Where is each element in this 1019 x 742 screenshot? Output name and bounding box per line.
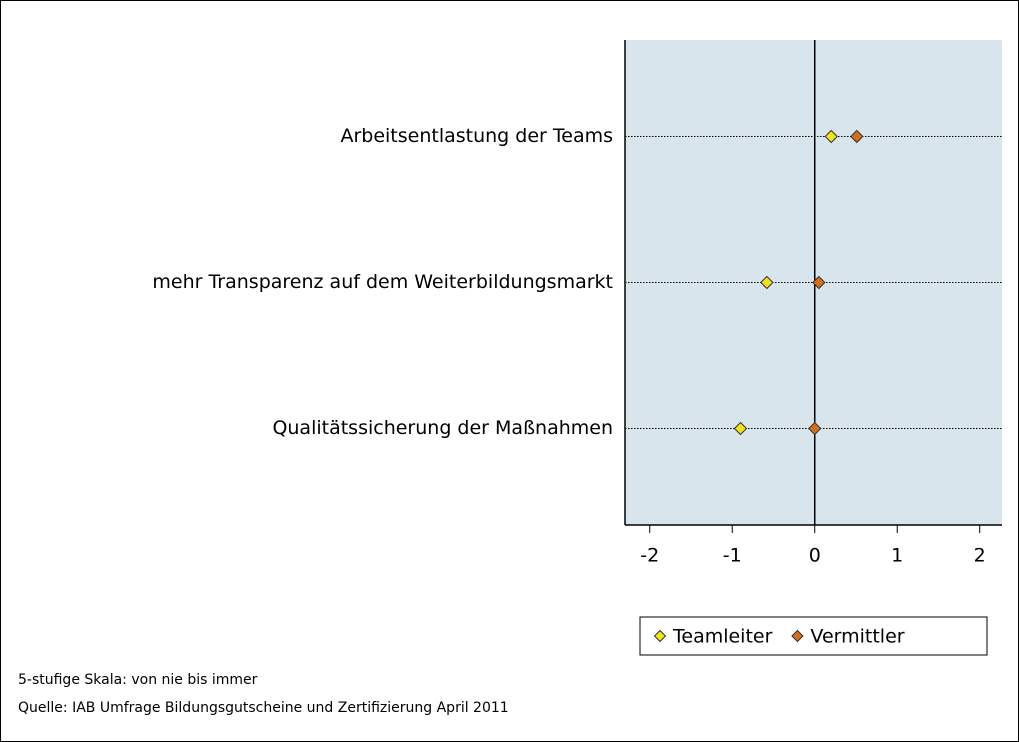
legend-marker [791,629,804,643]
x-tick-label: 2 [974,545,986,567]
category-label: Arbeitsentlastung der Teams [340,125,613,147]
x-tick-label: -1 [723,545,742,567]
dot-marker [760,275,774,290]
dot-marker [850,129,864,144]
legend-marker [653,629,667,643]
category-label: Qualitätssicherung der Maßnahmen [272,417,613,439]
dot-marker [824,129,838,144]
legend-label: Vermittler [810,626,904,648]
legend-box [639,616,988,656]
dot-marker [808,421,822,436]
category-label: mehr Transparenz auf dem Weiterbildungsm… [152,271,613,293]
note: 5-stufige Skala: von nie bis immer [18,672,258,688]
x-tick-label: 0 [809,545,821,567]
dot-marker [733,421,748,436]
x-tick-label: -2 [640,545,659,567]
legend-label: Teamleiter [672,626,773,648]
dot-marker [812,275,826,290]
x-tick-label: 1 [891,545,903,567]
note: Quelle: IAB Umfrage Bildungsgutscheine u… [18,700,509,716]
